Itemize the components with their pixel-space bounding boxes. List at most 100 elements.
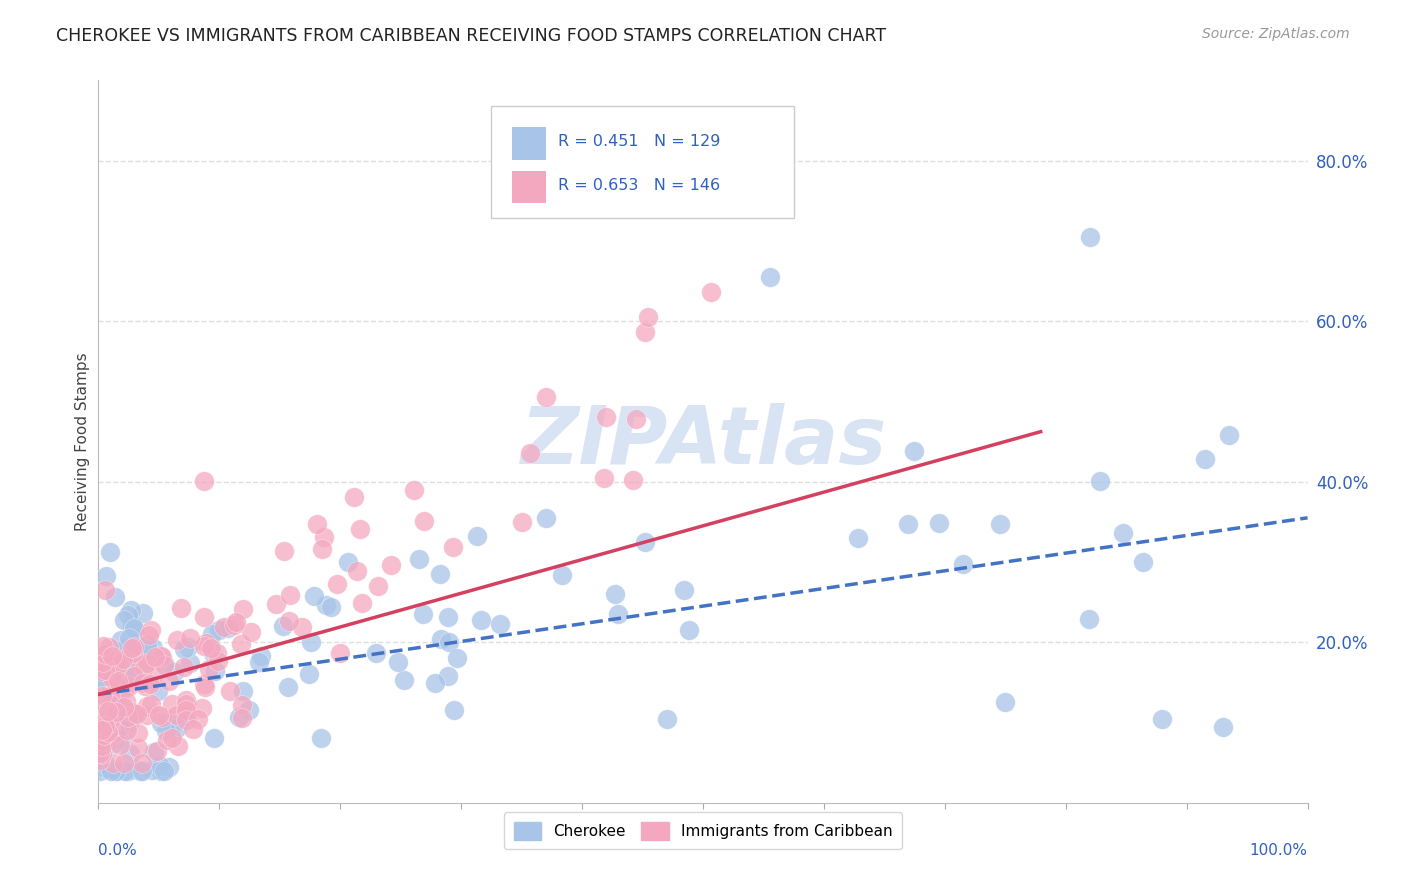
Point <box>387 655 409 669</box>
Point <box>117 710 139 724</box>
Point <box>96 711 118 725</box>
Point <box>90 664 112 678</box>
Point <box>150 649 173 664</box>
Point <box>429 566 451 581</box>
Point <box>436 609 458 624</box>
Point <box>231 711 253 725</box>
Point <box>174 713 197 727</box>
Point <box>115 694 138 708</box>
Point <box>204 731 226 745</box>
Point <box>107 674 129 689</box>
Point <box>700 285 723 299</box>
Point <box>127 726 149 740</box>
Point <box>343 490 366 504</box>
Point <box>305 517 328 532</box>
Point <box>94 741 117 756</box>
Point <box>238 703 260 717</box>
Point <box>621 473 644 487</box>
Point <box>114 764 136 778</box>
Point <box>89 659 111 673</box>
Point <box>423 675 446 690</box>
Point <box>96 646 118 660</box>
Point <box>149 764 172 778</box>
Point <box>249 649 271 664</box>
Point <box>120 659 142 673</box>
Point <box>115 723 138 738</box>
Point <box>1132 555 1154 569</box>
Point <box>1088 475 1111 489</box>
Point <box>207 646 229 660</box>
Point <box>952 557 974 571</box>
Point <box>273 543 295 558</box>
Point <box>125 706 148 721</box>
Point <box>380 558 402 572</box>
Point <box>673 583 696 598</box>
Text: ZIPAtlas: ZIPAtlas <box>520 402 886 481</box>
Point <box>112 613 135 627</box>
Point <box>93 689 115 703</box>
Point <box>1194 452 1216 467</box>
Point <box>366 646 388 660</box>
Point <box>91 639 114 653</box>
FancyBboxPatch shape <box>512 128 546 160</box>
Point <box>105 706 128 720</box>
Point <box>200 640 222 655</box>
Point <box>90 739 112 753</box>
Point <box>187 712 209 726</box>
Point <box>510 515 533 529</box>
Point <box>1078 612 1101 626</box>
Point <box>143 745 166 759</box>
Point <box>135 708 157 723</box>
Point <box>173 642 195 657</box>
Point <box>299 635 322 649</box>
Point <box>104 726 127 740</box>
Text: R = 0.451   N = 129: R = 0.451 N = 129 <box>558 134 720 149</box>
Point <box>179 657 201 671</box>
Point <box>232 601 254 615</box>
Point <box>139 676 162 690</box>
Point <box>446 651 468 665</box>
Point <box>1218 427 1240 442</box>
Point <box>121 705 143 719</box>
Point <box>346 564 368 578</box>
Point <box>97 725 120 739</box>
Point <box>98 717 121 731</box>
Point <box>89 671 111 685</box>
Point <box>94 663 117 677</box>
Point <box>551 567 574 582</box>
Point <box>139 645 162 659</box>
Text: R = 0.653   N = 146: R = 0.653 N = 146 <box>558 178 720 193</box>
Point <box>633 535 655 549</box>
Point <box>349 522 371 536</box>
Point <box>112 700 135 714</box>
Point <box>107 657 129 671</box>
Point <box>145 649 167 664</box>
Point <box>173 659 195 673</box>
Point <box>465 529 488 543</box>
Point <box>139 624 162 638</box>
Point <box>392 673 415 688</box>
Point <box>160 697 183 711</box>
Point <box>142 668 165 682</box>
Point <box>110 633 132 648</box>
Point <box>150 716 173 731</box>
Point <box>148 708 170 723</box>
Point <box>197 661 219 675</box>
Point <box>174 703 197 717</box>
Point <box>298 666 321 681</box>
Point <box>1078 230 1101 244</box>
Point <box>928 516 950 530</box>
Point <box>846 531 869 545</box>
Point <box>170 600 193 615</box>
Point <box>988 516 1011 531</box>
Point <box>142 641 165 656</box>
Point <box>118 714 141 729</box>
Point <box>312 530 335 544</box>
Point <box>179 631 201 645</box>
Point <box>100 716 122 731</box>
Point <box>91 731 114 745</box>
Point <box>519 446 541 460</box>
Point <box>160 717 183 731</box>
Point <box>89 696 111 710</box>
Text: CHEROKEE VS IMMIGRANTS FROM CARIBBEAN RECEIVING FOOD STAMPS CORRELATION CHART: CHEROKEE VS IMMIGRANTS FROM CARIBBEAN RE… <box>56 27 886 45</box>
